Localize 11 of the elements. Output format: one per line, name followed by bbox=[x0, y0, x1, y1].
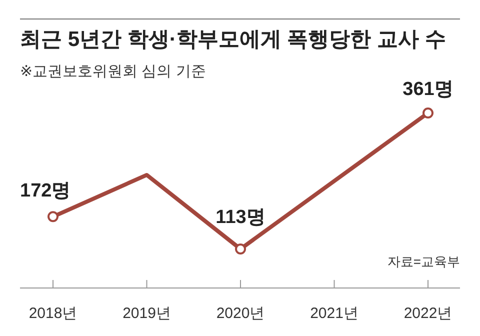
xtick: 2022년 bbox=[404, 305, 452, 322]
title: 최근 5년간 학생·학부모에게 폭행당한 교사 수 bbox=[20, 28, 446, 51]
annotation: 자료=교육부 bbox=[387, 254, 460, 269]
xtick: 2019년 bbox=[122, 305, 171, 322]
data-label: 361명 bbox=[402, 79, 454, 100]
data-label: 172명 bbox=[20, 180, 71, 202]
xtick: 2018년 bbox=[28, 305, 78, 322]
data-label: 113명 bbox=[216, 207, 266, 228]
subtitle: ※교권보호위원회 심의 기준 bbox=[20, 63, 206, 80]
xtick: 2021년 bbox=[310, 305, 358, 322]
xtick: 2020년 bbox=[216, 305, 265, 322]
